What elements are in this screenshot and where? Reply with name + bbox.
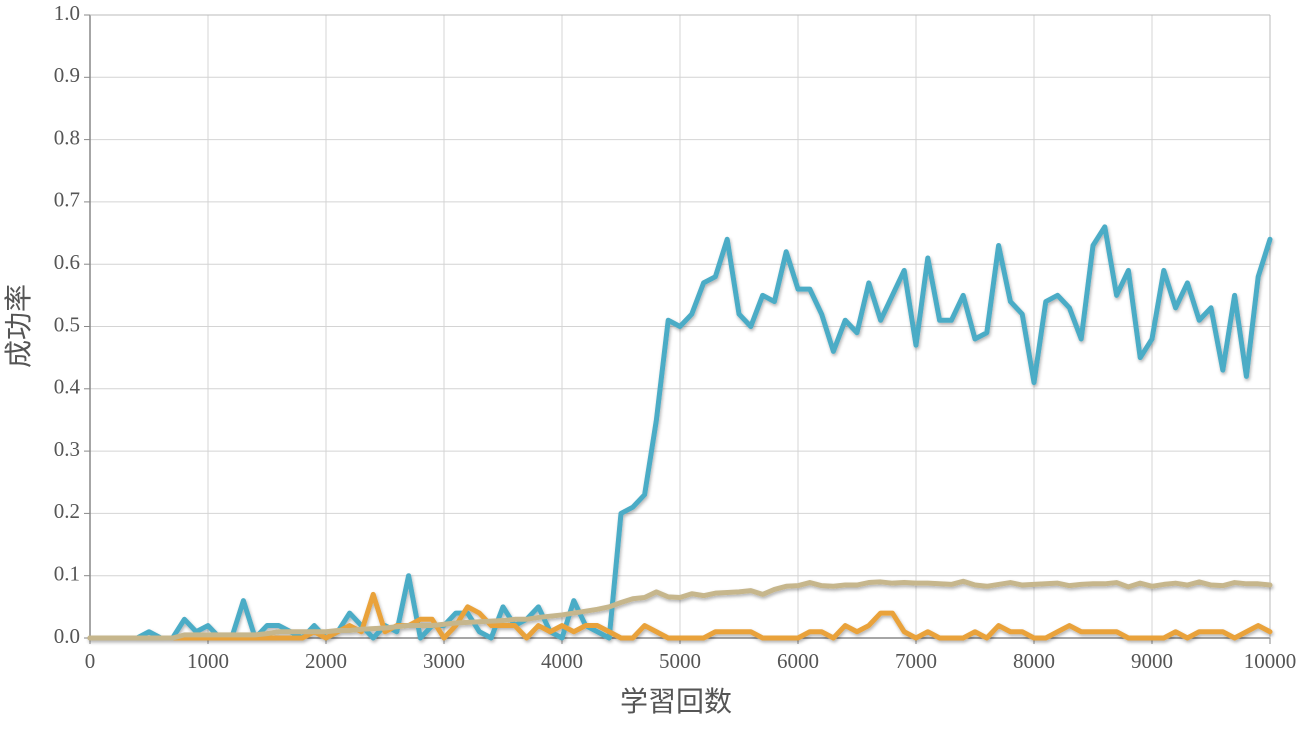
x-tick-label: 10000 <box>1244 649 1297 673</box>
series-line <box>87 591 1273 641</box>
x-tick-label: 9000 <box>1131 649 1173 673</box>
x-tick-label: 2000 <box>305 649 347 673</box>
y-tick-label: 0.3 <box>54 437 80 461</box>
x-tick-label: 3000 <box>423 649 465 673</box>
y-tick-label: 0.5 <box>54 312 80 336</box>
grid <box>84 14 1271 644</box>
y-tick-label: 0.7 <box>54 188 80 212</box>
y-tick-label: 0.4 <box>54 375 81 399</box>
x-tick-label: 5000 <box>659 649 701 673</box>
y-tick-label: 0.6 <box>54 250 80 274</box>
y-tick-label: 0.8 <box>54 125 80 149</box>
y-axis-label: 成功率 <box>2 284 35 368</box>
x-tick-label: 0 <box>85 649 96 673</box>
x-tick-label: 1000 <box>187 649 229 673</box>
x-tick-label: 6000 <box>777 649 819 673</box>
lines <box>87 224 1273 641</box>
x-tick-label: 7000 <box>895 649 937 673</box>
y-tick-label: 0.0 <box>54 624 80 648</box>
x-tick-label: 4000 <box>541 649 583 673</box>
y-tick-label: 1.0 <box>54 1 80 25</box>
y-tick-label: 0.2 <box>54 499 80 523</box>
y-tick-label: 0.9 <box>54 63 80 87</box>
x-axis-label: 学習回数 <box>620 685 732 718</box>
x-tick-label: 8000 <box>1013 649 1055 673</box>
y-tick-label: 0.1 <box>54 562 80 586</box>
series-line <box>87 578 1273 641</box>
